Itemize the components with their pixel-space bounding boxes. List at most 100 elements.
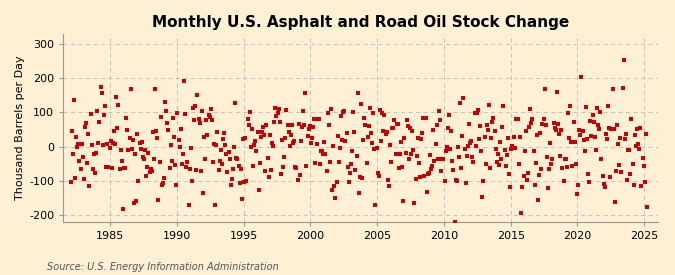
Point [381,130,392,134]
Point [421,190,432,194]
Point [395,152,406,156]
Point [223,150,234,154]
Point [99,113,109,117]
Y-axis label: Thousand Barrels per Day: Thousand Barrels per Day [15,56,25,200]
Point [349,130,360,134]
Point [518,174,529,178]
Point [636,184,647,188]
Point [598,182,609,186]
Point [97,90,107,95]
Point [288,141,298,146]
Point [86,143,97,147]
Point [358,138,369,142]
Point [591,148,601,152]
Point [76,142,87,146]
Point [458,96,469,100]
Point [180,112,190,116]
Point [402,124,413,128]
Point [500,147,510,152]
Point [383,184,394,188]
Point [508,134,519,139]
Point [546,161,557,166]
Point [416,137,427,142]
Point [81,121,92,125]
Point [339,108,350,113]
Point [111,95,122,99]
Point [164,166,175,170]
Point [309,117,320,122]
Point [354,191,364,195]
Point [161,109,171,113]
Point [428,128,439,132]
Point [466,139,477,143]
Point [211,143,222,148]
Point [446,129,456,133]
Point [522,178,533,183]
Point [481,161,491,166]
Point [522,171,533,175]
Point [388,126,399,130]
Point [537,122,548,126]
Point [531,161,541,166]
Point [294,122,304,127]
Point [512,117,522,122]
Point [205,115,215,120]
Point [615,136,626,140]
Point [124,136,135,140]
Point [580,104,591,109]
Point [319,140,329,145]
Point [639,180,650,184]
Point [256,130,267,134]
Point [100,104,111,108]
Point [486,136,497,140]
Point [78,155,88,159]
Point [290,165,301,170]
Point [246,127,257,131]
Point [73,142,84,146]
Point [549,126,560,130]
Point [146,169,157,173]
Point [385,142,396,147]
Point [441,145,452,149]
Point [227,167,238,171]
Point [280,136,291,140]
Point [153,197,164,202]
Point [277,164,288,169]
Point [408,147,418,152]
Point [387,126,398,130]
Point [641,131,651,136]
Point [85,112,96,117]
Point [277,138,288,142]
Point [116,159,127,163]
Point [557,165,568,170]
Point [74,158,85,163]
Point [119,166,130,170]
Point [389,118,400,122]
Point [200,156,211,161]
Point [109,142,120,147]
Point [82,160,92,165]
Point [94,120,105,124]
Point [258,124,269,129]
Point [78,177,89,181]
Point [634,147,645,151]
Point [566,140,576,144]
Point [119,166,130,170]
Point [322,111,333,116]
Point [133,178,144,183]
Point [270,106,281,110]
Point [220,143,231,147]
Point [449,219,460,224]
Point [318,152,329,156]
Point [102,141,113,146]
Point [503,136,514,141]
Point [493,163,504,167]
Point [179,78,190,83]
Point [260,169,271,174]
Point [68,97,79,102]
Point [208,160,219,164]
Point [338,109,348,114]
Point [145,167,156,171]
Point [157,181,168,185]
Point [174,144,185,149]
